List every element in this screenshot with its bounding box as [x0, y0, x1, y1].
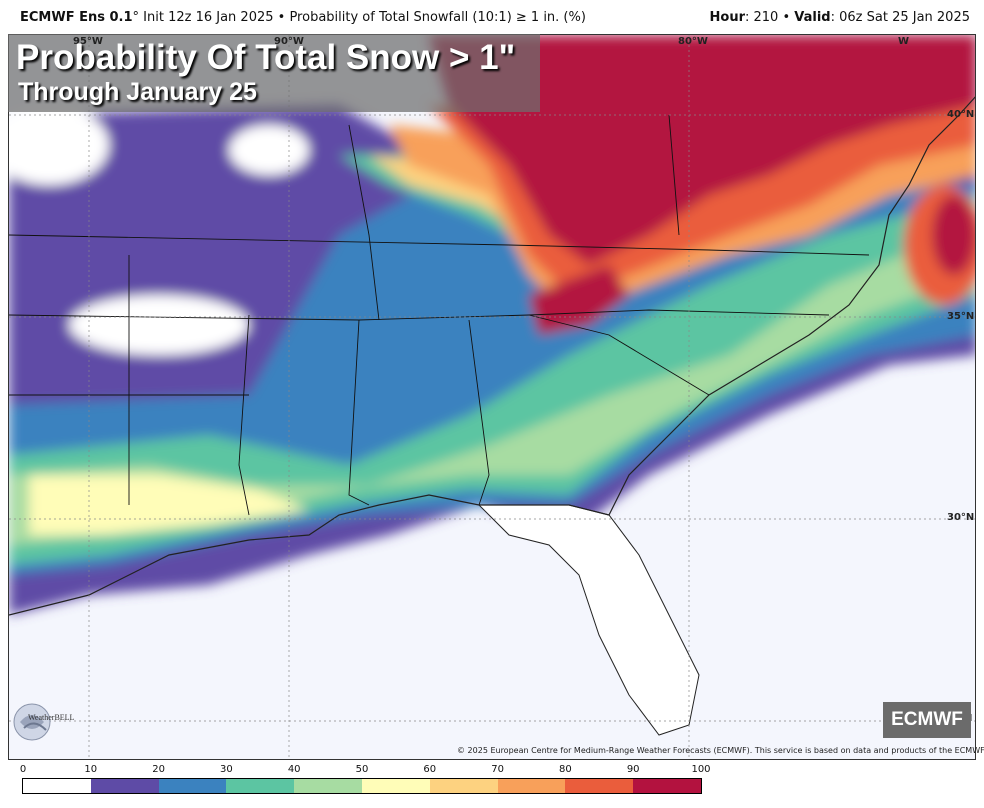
- gulf-coastline: [9, 494, 610, 616]
- weatherbell-logo-text: WeatherBELL: [28, 713, 75, 722]
- latitude-label: 30°N: [947, 512, 975, 523]
- colorbar-segment: [633, 779, 701, 793]
- colorbar-tick-label: 40: [287, 764, 301, 775]
- colorbar-segment: [361, 779, 430, 793]
- longitude-label: W: [898, 36, 910, 47]
- map-header: ECMWF Ens 0.1° Init 12z 16 Jan 2025 • Pr…: [0, 0, 984, 34]
- colorbar-tick-label: 30: [220, 764, 233, 775]
- colorbar-segment: [226, 779, 295, 793]
- map-canvas: [9, 35, 975, 759]
- header-left: ECMWF Ens 0.1° Init 12z 16 Jan 2025 • Pr…: [20, 10, 586, 25]
- colorbar-segment: [294, 779, 362, 793]
- title-overlay: [8, 34, 540, 112]
- snow-probability-map: [8, 34, 976, 760]
- colorbar-segment: [497, 779, 566, 793]
- colorbar-tick-label: 90: [626, 764, 640, 775]
- probability-fields: [9, 35, 975, 615]
- valid-value: : 06z Sat 25 Jan 2025: [830, 9, 970, 25]
- longitude-label: 95°W: [73, 36, 103, 47]
- latitude-label: 40°N: [947, 109, 975, 120]
- longitude-label: 80°W: [678, 36, 708, 47]
- map-title: Probability Of Total Snow > 1": [16, 38, 516, 77]
- ecmwf-badge: ECMWF: [883, 702, 971, 738]
- colorbar-segment: [23, 779, 91, 793]
- state-borders: [9, 114, 870, 516]
- longitude-label: 90°W: [274, 36, 304, 47]
- valid-label: Valid: [794, 9, 831, 25]
- header-info: Init 12z 16 Jan 2025 • Probability of To…: [139, 9, 586, 25]
- model-name: ECMWF Ens 0.1: [20, 9, 133, 25]
- latitude-label: 35°N: [947, 311, 975, 322]
- colorbar-tick-label: 20: [152, 764, 165, 775]
- header-right: Hour: 210 • Valid: 06z Sat 25 Jan 2025: [710, 10, 970, 25]
- colorbar-tick-label: 80: [559, 764, 572, 775]
- hour-value: : 210 •: [745, 9, 795, 25]
- colorbar-tick-label: 70: [491, 764, 504, 775]
- colorbar: [22, 778, 702, 794]
- colorbar-tick-label: 100: [691, 764, 711, 775]
- colorbar-tick-label: 60: [423, 764, 437, 775]
- colorbar-segment: [90, 779, 159, 793]
- colorbar-tick-label: 10: [84, 764, 98, 775]
- weatherbell-logo-icon: [13, 703, 51, 741]
- florida-land: [477, 504, 700, 736]
- colorbar-tick-label: 0: [19, 764, 27, 775]
- colorbar-segment: [158, 779, 227, 793]
- colorbar-tick-label: 50: [355, 764, 369, 775]
- colorbar-segment: [565, 779, 634, 793]
- hour-label: Hour: [709, 9, 745, 25]
- map-subtitle: Through January 25: [18, 78, 257, 106]
- grid-lines: [9, 35, 975, 759]
- atlantic-coastline: [608, 96, 975, 516]
- degree-symbol: °: [132, 9, 140, 25]
- copyright-notice: © 2025 European Centre for Medium-Range …: [457, 746, 984, 755]
- colorbar-segment: [429, 779, 498, 793]
